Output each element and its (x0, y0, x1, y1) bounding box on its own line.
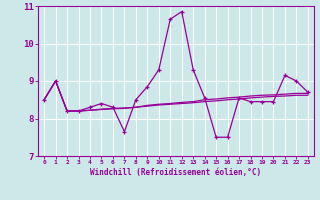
X-axis label: Windchill (Refroidissement éolien,°C): Windchill (Refroidissement éolien,°C) (91, 168, 261, 177)
